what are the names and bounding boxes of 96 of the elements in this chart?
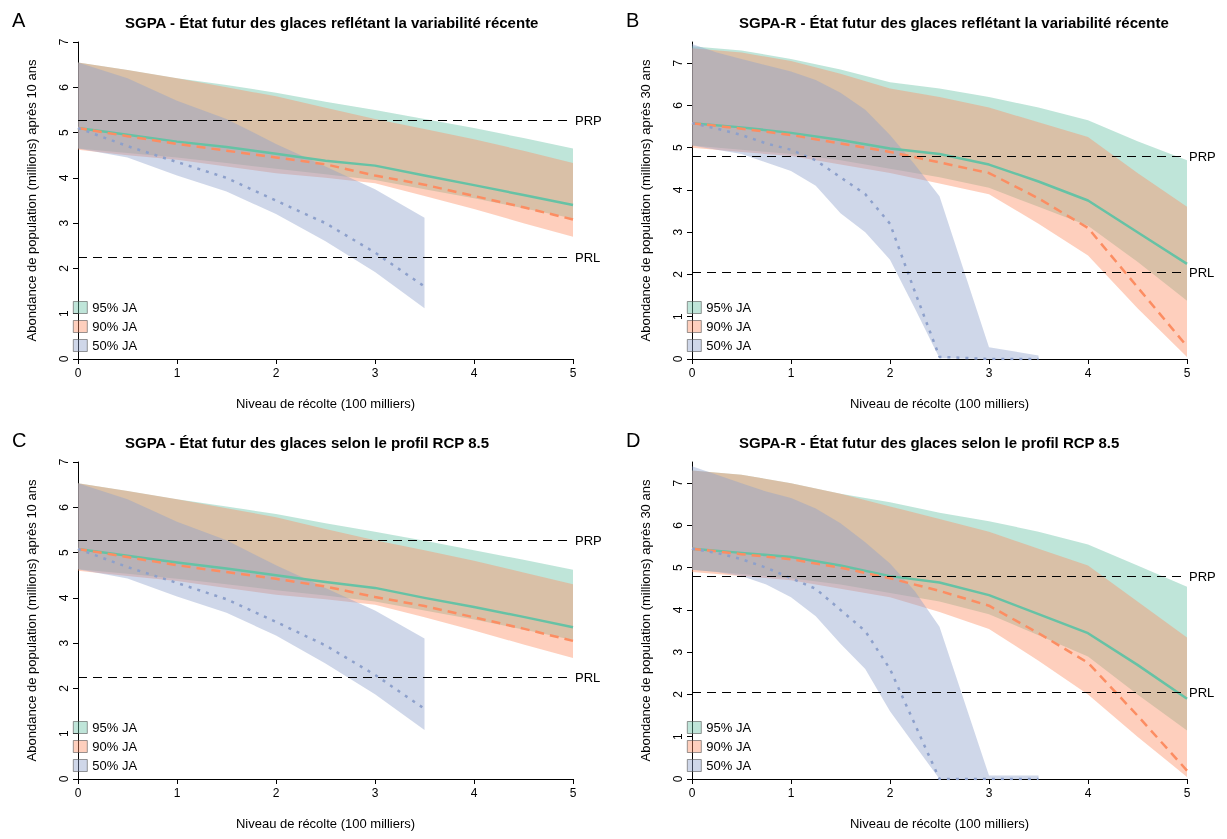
y-tick-label: 1 xyxy=(671,313,685,321)
x-tick-label: 4 xyxy=(470,366,478,380)
text: C xyxy=(12,429,27,451)
line-series xyxy=(76,547,426,711)
legend-label: 50% JA xyxy=(92,338,138,353)
chart-title: SGPA - État futur des glaces reflétant la variabilité récente xyxy=(125,14,539,31)
line-series xyxy=(690,121,1040,361)
x-tick-label: 2 xyxy=(886,786,894,800)
x-tick-label: 3 xyxy=(371,366,379,380)
y-axis-title: Abondance de population (millions) après 30 ans xyxy=(638,479,653,762)
x-tick-label: 0 xyxy=(74,366,82,380)
x-tick-label: 1 xyxy=(173,366,181,380)
x-axis-title: Niveau de récolte (100 milliers) xyxy=(235,396,416,411)
ref-line-label: PRL xyxy=(575,249,601,265)
ref-line-label: PRP xyxy=(575,532,602,548)
legend-label: 50% JA xyxy=(92,758,138,773)
x-tick-label: 1 xyxy=(787,786,795,800)
text: B xyxy=(626,9,640,31)
legend-label: 95% JA xyxy=(706,300,752,315)
x-axis-title: Niveau de récolte (100 milliers) xyxy=(849,816,1030,831)
x-tick-label: 5 xyxy=(1183,366,1191,380)
x-tick-label: 0 xyxy=(688,786,696,800)
x-tick-label: 5 xyxy=(1183,786,1191,800)
ref-line-label: PRP xyxy=(1189,148,1216,164)
chart-title: SGPA - État futur des glaces selon le profil RCP 8.5 xyxy=(125,434,489,451)
y-tick-label: 6 xyxy=(671,101,685,109)
y-tick-label: 0 xyxy=(671,355,685,363)
ref-line-label: PRL xyxy=(1189,264,1215,280)
chart-title: SGPA-R - État futur des glaces reflétant la variabilité récente xyxy=(739,14,1169,31)
legend-label: 90% JA xyxy=(706,739,752,754)
x-tick-label: 5 xyxy=(569,366,577,380)
y-tick-label: 2 xyxy=(57,264,71,272)
x-tick-label: 2 xyxy=(272,366,280,380)
x-tick-label: 0 xyxy=(688,366,696,380)
x-tick-label: 2 xyxy=(886,366,894,380)
y-axis-title: Abondance de population (millions) après 10 ans xyxy=(24,59,39,342)
text: D xyxy=(626,429,641,451)
x-axis-title: Niveau de récolte (100 milliers) xyxy=(849,396,1030,411)
x-tick-label: 4 xyxy=(470,786,478,800)
x-tick-label: 3 xyxy=(985,366,993,380)
y-tick-label: 6 xyxy=(57,503,71,511)
y-tick-label: 4 xyxy=(57,174,71,182)
x-axis-title: Niveau de récolte (100 milliers) xyxy=(235,816,416,831)
x-tick-label: 1 xyxy=(173,786,181,800)
x-tick-label: 4 xyxy=(1084,366,1092,380)
y-tick-label: 3 xyxy=(57,219,71,227)
y-tick-label: 5 xyxy=(57,548,71,556)
ref-line-label: PRL xyxy=(1189,684,1215,700)
y-tick-label: 5 xyxy=(671,564,685,572)
legend-label: 90% JA xyxy=(92,739,138,754)
y-tick-label: 7 xyxy=(57,458,71,466)
y-tick-label: 4 xyxy=(57,594,71,602)
x-tick-label: 1 xyxy=(787,366,795,380)
y-tick-label: 3 xyxy=(57,639,71,647)
legend-label: 50% JA xyxy=(706,338,752,353)
legend-label: 95% JA xyxy=(92,720,138,735)
x-tick-label: 0 xyxy=(74,786,82,800)
y-tick-label: 2 xyxy=(57,684,71,692)
x-tick-label: 3 xyxy=(985,786,993,800)
x-tick-label: 2 xyxy=(272,786,280,800)
chart-title: SGPA-R - État futur des glaces selon le profil RCP 8.5 xyxy=(739,434,1120,451)
y-tick-label: 7 xyxy=(671,479,685,487)
y-tick-label: 2 xyxy=(671,270,685,278)
legend-label: 95% JA xyxy=(92,300,138,315)
legend-label: 95% JA xyxy=(706,720,752,735)
line-series xyxy=(76,126,426,288)
legend-label: 90% JA xyxy=(706,319,752,334)
line-series xyxy=(690,547,1040,781)
y-tick-label: 6 xyxy=(671,521,685,529)
y-tick-label: 5 xyxy=(671,144,685,152)
y-tick-label: 1 xyxy=(57,310,71,318)
x-tick-label: 3 xyxy=(371,786,379,800)
y-tick-label: 1 xyxy=(671,733,685,741)
y-tick-label: 1 xyxy=(57,730,71,738)
y-tick-label: 2 xyxy=(671,690,685,698)
y-tick-label: 0 xyxy=(57,775,71,783)
x-tick-label: 4 xyxy=(1084,786,1092,800)
y-axis-title: Abondance de population (millions) après 30 ans xyxy=(638,59,653,342)
y-tick-label: 6 xyxy=(57,83,71,91)
y-axis-title: Abondance de population (millions) après 10 ans xyxy=(24,479,39,762)
legend-label: 50% JA xyxy=(706,758,752,773)
y-tick-label: 3 xyxy=(671,228,685,236)
y-tick-label: 5 xyxy=(57,128,71,136)
y-tick-label: 4 xyxy=(671,186,685,194)
y-tick-label: 7 xyxy=(57,38,71,46)
y-tick-label: 3 xyxy=(671,648,685,656)
legend-label: 90% JA xyxy=(92,319,138,334)
y-tick-label: 7 xyxy=(671,59,685,67)
y-tick-label: 0 xyxy=(57,355,71,363)
ref-line-label: PRP xyxy=(1189,568,1216,584)
y-tick-label: 0 xyxy=(671,775,685,783)
y-tick-label: 4 xyxy=(671,606,685,614)
ref-line-label: PRL xyxy=(575,669,601,685)
text: A xyxy=(12,9,26,31)
ref-line-label: PRP xyxy=(575,112,602,128)
x-tick-label: 5 xyxy=(569,786,577,800)
